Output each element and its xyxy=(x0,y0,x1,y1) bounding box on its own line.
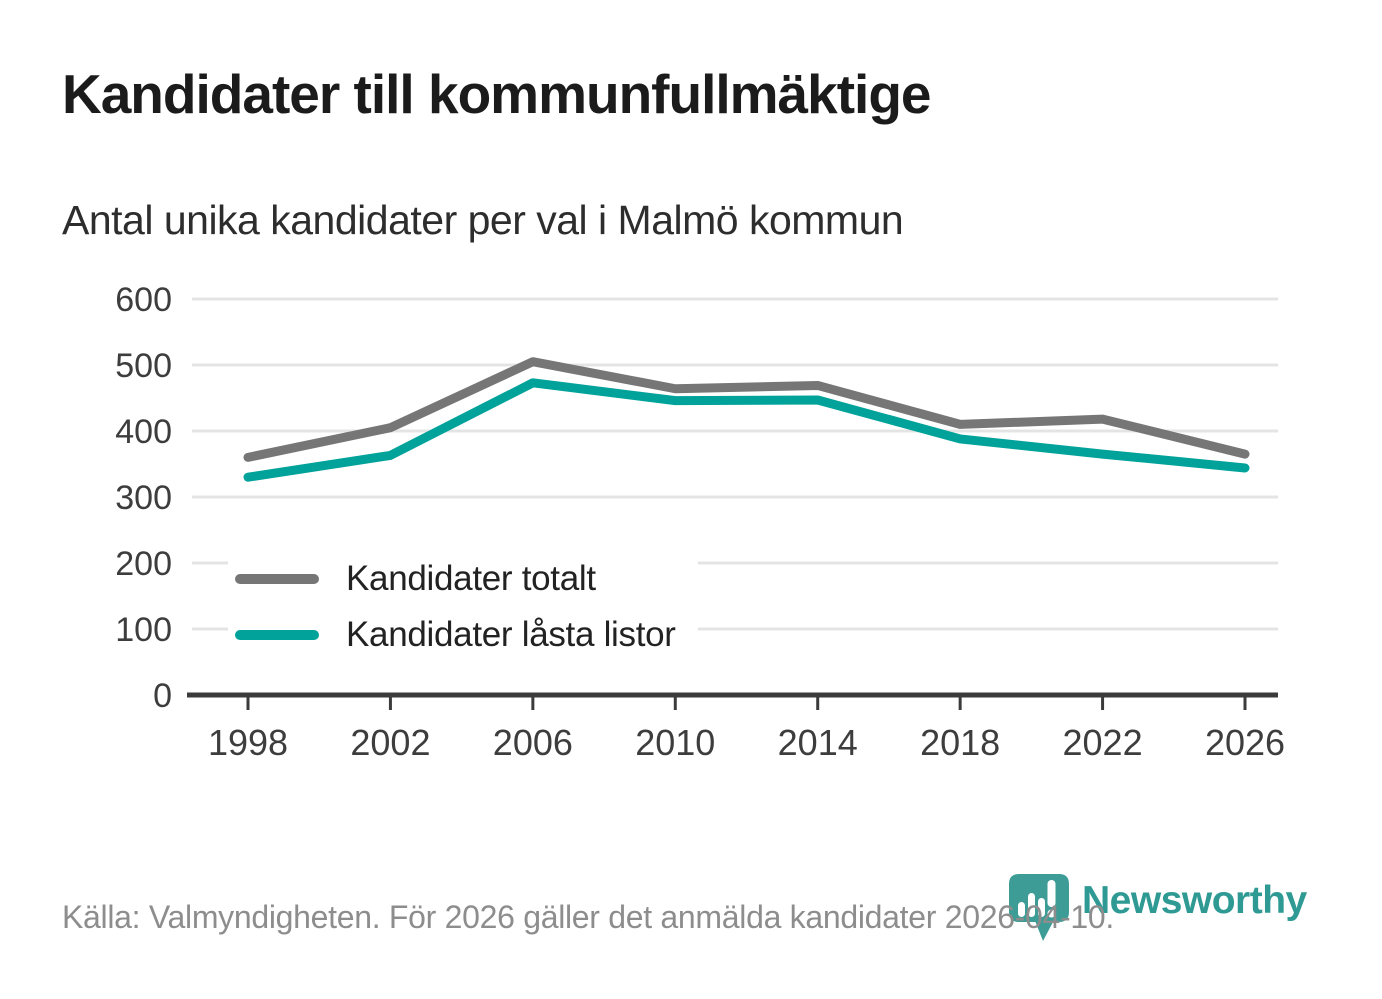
y-tick-label: 400 xyxy=(115,413,172,451)
series-line-locked-lists xyxy=(243,378,1250,482)
x-tick-label: 2002 xyxy=(350,722,430,763)
x-tick-label: 2018 xyxy=(920,722,1000,763)
legend-item-total: Kandidater totalt xyxy=(235,556,676,602)
x-tick-label: 2026 xyxy=(1205,722,1285,763)
source-note: Källa: Valmyndigheten. För 2026 gäller d… xyxy=(62,899,1114,935)
bar-medium xyxy=(1038,898,1045,917)
exclamation-dot xyxy=(1047,909,1056,918)
series-line-total xyxy=(243,357,1250,462)
newsworthy-pin-icon xyxy=(1009,874,1069,941)
y-tick-label: 200 xyxy=(115,545,172,583)
chart-subtitle: Antal unika kandidater per val i Malmö k… xyxy=(62,197,904,243)
y-tick-label: 500 xyxy=(115,347,172,385)
legend-swatch-total xyxy=(235,574,319,584)
brand-name: Newsworthy xyxy=(1082,879,1307,922)
y-tick-label: 0 xyxy=(153,677,172,715)
x-tick-label: 2006 xyxy=(493,722,573,763)
legend-swatch-locked-lists xyxy=(235,630,319,640)
exclamation-bar xyxy=(1047,880,1056,907)
x-tick-label: 2010 xyxy=(635,722,715,763)
legend-item-locked-lists: Kandidater låsta listor xyxy=(235,612,676,658)
y-tick-label: 300 xyxy=(115,479,172,517)
x-tick-label: 2014 xyxy=(778,722,858,763)
bar-small xyxy=(1018,902,1025,917)
x-tick-label: 1998 xyxy=(208,722,288,763)
line-chart: 0 100 200 300 400 500 600 1998 2002 2006 2010 2014 2… xyxy=(115,281,1285,763)
legend-label-locked-lists: Kandidater låsta listor xyxy=(346,615,676,654)
y-tick-label: 600 xyxy=(115,281,172,319)
y-tick-label: 100 xyxy=(115,611,172,649)
x-tick-label: 2022 xyxy=(1063,722,1143,763)
newsworthy-logo: Newsworthy xyxy=(1009,874,1307,944)
bar-tall xyxy=(1028,893,1035,917)
chart-title: Kandidater till kommunfullmäktige xyxy=(62,63,932,125)
legend-label-total: Kandidater totalt xyxy=(346,559,596,598)
chart-legend: Kandidater totalt Kandidater låsta listo… xyxy=(228,548,698,668)
